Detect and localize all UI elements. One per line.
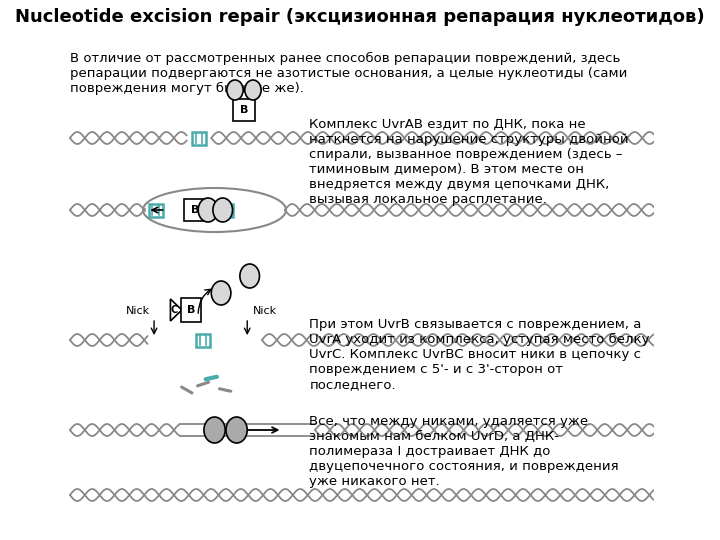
Text: B: B bbox=[186, 305, 195, 315]
Circle shape bbox=[211, 281, 231, 305]
Text: A: A bbox=[230, 85, 239, 95]
FancyBboxPatch shape bbox=[181, 298, 201, 322]
Text: D: D bbox=[231, 423, 242, 436]
Text: A: A bbox=[218, 205, 227, 215]
Text: B: B bbox=[240, 105, 248, 115]
Text: B: B bbox=[191, 205, 199, 215]
Text: Nucleotide excision repair (эксцизионная репарация нуклеотидов): Nucleotide excision repair (эксцизионная… bbox=[15, 8, 705, 26]
FancyBboxPatch shape bbox=[219, 204, 233, 217]
Circle shape bbox=[204, 417, 225, 443]
Ellipse shape bbox=[143, 188, 286, 232]
Text: A: A bbox=[246, 271, 254, 281]
Circle shape bbox=[245, 80, 261, 100]
Text: Комплекс UvrAB ездит по ДНК, пока не
наткнется на нарушение структуры двойной
сп: Комплекс UvrAB ездит по ДНК, пока не нат… bbox=[310, 118, 629, 206]
Text: A: A bbox=[217, 288, 225, 298]
Circle shape bbox=[213, 198, 233, 222]
Text: C: C bbox=[171, 305, 178, 315]
Circle shape bbox=[226, 417, 247, 443]
FancyBboxPatch shape bbox=[192, 132, 206, 145]
Text: Nick: Nick bbox=[253, 306, 277, 316]
Circle shape bbox=[240, 264, 259, 288]
Polygon shape bbox=[171, 299, 182, 321]
Text: При этом UvrB связывается с повреждением, а
UvrA уходит из комплекса, уступая ме: При этом UvrB связывается с повреждением… bbox=[310, 318, 650, 391]
Text: Все, что между никами, удаляется уже
знакомым нам белком UvrD, а ДНК-
полимераза: Все, что между никами, удаляется уже зна… bbox=[310, 415, 619, 488]
FancyBboxPatch shape bbox=[196, 334, 210, 347]
Text: В отличие от рассмотренных ранее способов репарации повреждений, здесь
репарации: В отличие от рассмотренных ранее способо… bbox=[70, 52, 627, 95]
FancyBboxPatch shape bbox=[184, 199, 205, 221]
Text: A: A bbox=[204, 205, 212, 215]
Text: Nick: Nick bbox=[126, 306, 150, 316]
FancyBboxPatch shape bbox=[149, 204, 163, 217]
Text: A: A bbox=[248, 85, 257, 95]
FancyBboxPatch shape bbox=[233, 99, 256, 121]
Text: I: I bbox=[212, 423, 217, 436]
Circle shape bbox=[198, 198, 218, 222]
Circle shape bbox=[227, 80, 243, 100]
